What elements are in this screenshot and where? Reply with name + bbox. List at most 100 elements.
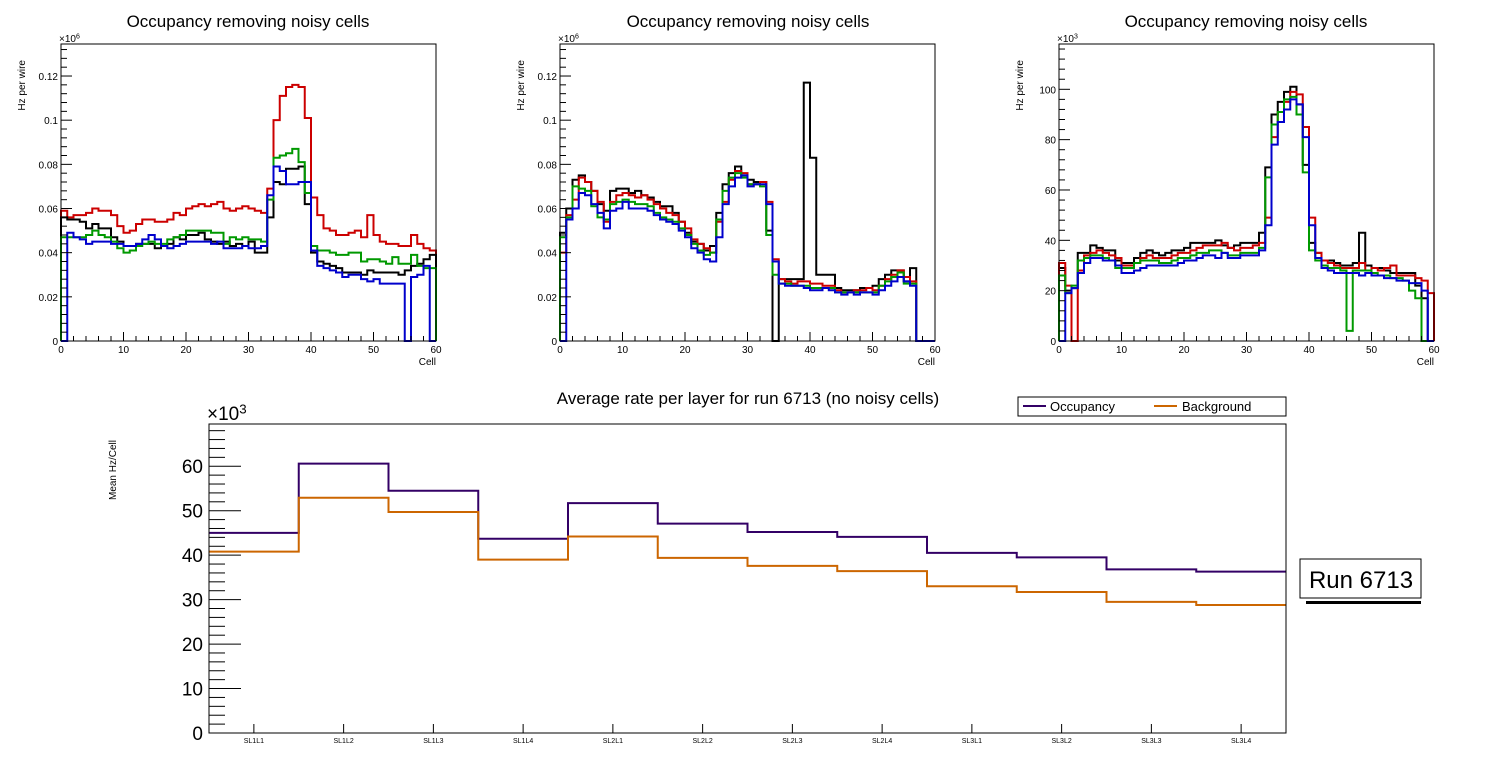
y-tick-label: 0 xyxy=(1050,337,1056,348)
chart-title: Occupancy removing noisy cells xyxy=(627,12,870,31)
x-tick-label: 30 xyxy=(1241,345,1253,356)
series-blue xyxy=(1059,98,1434,342)
y-tick-label: 0.06 xyxy=(538,205,558,216)
x-tick-label: 60 xyxy=(1428,345,1440,356)
x-tick-label: SL1L3 xyxy=(423,738,443,745)
x-axis-label: Cell xyxy=(1417,357,1434,368)
y-tick-label: 60 xyxy=(182,457,203,478)
y-axis-label: Hz per wire xyxy=(1015,60,1026,111)
series-blue xyxy=(61,165,436,342)
y-tick-label: 0.12 xyxy=(39,72,59,83)
y-tick-label: 0.04 xyxy=(39,249,59,260)
x-tick-label: SL2L4 xyxy=(872,738,892,745)
x-tick-label: 0 xyxy=(557,345,563,356)
y-tick-label: 20 xyxy=(1045,287,1057,298)
series-black xyxy=(1058,85,1434,342)
series-red xyxy=(559,169,935,342)
y-axis-label: Mean Hz/Cell xyxy=(108,440,119,500)
y-axis-label: Hz per wire xyxy=(17,60,28,111)
series-background xyxy=(209,496,1286,606)
x-tick-label: SL1L4 xyxy=(513,738,533,745)
x-axis-label: Cell xyxy=(918,357,935,368)
series-black xyxy=(559,81,935,342)
y-tick-label: 50 xyxy=(182,502,203,523)
x-tick-label: 50 xyxy=(867,345,879,356)
series-red xyxy=(60,83,437,341)
x-tick-label: 40 xyxy=(1303,345,1315,356)
y-tick-label: 0.08 xyxy=(538,160,558,171)
x-tick-label: 0 xyxy=(1056,345,1062,356)
x-tick-label: 30 xyxy=(742,345,754,356)
x-tick-label: 40 xyxy=(305,345,317,356)
y-multiplier-label: ×103 xyxy=(1057,34,1078,46)
x-tick-label: 40 xyxy=(804,345,816,356)
x-tick-label: 30 xyxy=(243,345,255,356)
legend: Occupancy Background xyxy=(1017,396,1287,417)
y-tick-label: 20 xyxy=(182,635,203,656)
x-tick-label: SL3L3 xyxy=(1141,738,1161,745)
y-tick-label: 80 xyxy=(1045,136,1057,147)
y-tick-label: 0 xyxy=(192,724,203,745)
y-tick-label: 0 xyxy=(52,337,58,348)
series-black xyxy=(60,165,437,341)
y-tick-label: 0.12 xyxy=(538,72,558,83)
y-tick-label: 40 xyxy=(182,546,203,567)
y-multiplier-label: ×106 xyxy=(558,34,579,46)
x-tick-label: 20 xyxy=(180,345,192,356)
x-tick-label: 50 xyxy=(368,345,380,356)
y-tick-label: 30 xyxy=(182,591,203,612)
y-multiplier-label: ×106 xyxy=(59,34,80,46)
y-multiplier-label: ×103 xyxy=(207,401,247,425)
chart-title: Occupancy removing noisy cells xyxy=(1125,12,1368,31)
chart-3: Occupancy removing noisy cells 0 20 40 60 80 1… xyxy=(1015,12,1440,368)
plot-frame xyxy=(60,43,437,342)
series-blue xyxy=(560,174,935,342)
y-tick-label: 0.1 xyxy=(44,116,58,127)
plot-frame xyxy=(208,423,1287,734)
y-tick-label: 0.02 xyxy=(39,293,59,304)
x-tick-label: SL3L2 xyxy=(1052,738,1072,745)
y-axis-label: Hz per wire xyxy=(516,60,527,111)
x-tick-label: 50 xyxy=(1366,345,1378,356)
annotation-text: Run 6713 xyxy=(1309,567,1413,594)
series-green xyxy=(1058,95,1434,342)
chart-title: Occupancy removing noisy cells xyxy=(127,12,370,31)
x-tick-label: SL3L4 xyxy=(1231,738,1251,745)
chart-1: Occupancy removing noisy cells 0 0.02 0.04 0… xyxy=(17,12,442,368)
y-tick-label: 0.02 xyxy=(538,293,558,304)
x-tick-label: 10 xyxy=(617,345,629,356)
y-tick-label: 0.1 xyxy=(543,116,557,127)
run-annotation: Run 6713 xyxy=(1299,558,1422,604)
x-tick-label: 60 xyxy=(929,345,941,356)
legend-label-background: Background xyxy=(1182,399,1251,414)
series-green xyxy=(60,147,437,341)
y-tick-label: 0.08 xyxy=(39,160,59,171)
chart-2: Occupancy removing noisy cells 0 0.02 0.04 0… xyxy=(516,12,941,368)
y-tick-label: 0 xyxy=(551,337,557,348)
x-tick-label: SL3L1 xyxy=(962,738,982,745)
legend-box xyxy=(1017,396,1287,417)
x-tick-label: SL1L2 xyxy=(334,738,354,745)
x-tick-label: SL2L3 xyxy=(782,738,802,745)
plot-frame xyxy=(559,43,936,342)
y-tick-label: 10 xyxy=(182,680,203,701)
x-tick-label: 20 xyxy=(1178,345,1190,356)
x-tick-label: SL2L1 xyxy=(603,738,623,745)
chart-title: Average rate per layer for run 6713 (no … xyxy=(557,389,939,408)
x-tick-label: 10 xyxy=(1116,345,1128,356)
chart-4: Average rate per layer for run 6713 (no … xyxy=(108,389,1422,745)
x-tick-label: SL1L1 xyxy=(244,738,264,745)
y-tick-label: 40 xyxy=(1045,236,1057,247)
x-tick-label: SL2L2 xyxy=(693,738,713,745)
y-tick-label: 0.04 xyxy=(538,249,558,260)
series-occupancy xyxy=(209,462,1286,573)
x-tick-label: 60 xyxy=(430,345,442,356)
plot-frame xyxy=(1058,43,1435,342)
series-red xyxy=(1058,90,1435,342)
annotation-shadow xyxy=(1306,601,1421,604)
y-tick-label: 60 xyxy=(1045,186,1057,197)
y-tick-label: 100 xyxy=(1039,85,1056,96)
x-axis-label: Cell xyxy=(419,357,436,368)
annotation-box xyxy=(1299,558,1422,599)
